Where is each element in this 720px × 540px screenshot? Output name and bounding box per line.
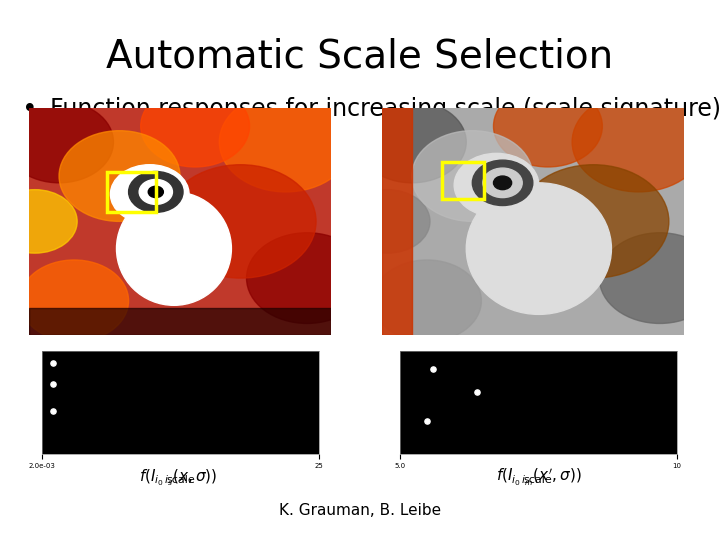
Circle shape bbox=[148, 186, 163, 198]
Bar bbox=[29, 308, 331, 335]
Text: •: • bbox=[22, 97, 37, 123]
Circle shape bbox=[220, 92, 352, 192]
Circle shape bbox=[140, 85, 250, 167]
Point bbox=[472, 388, 483, 396]
FancyArrowPatch shape bbox=[175, 221, 182, 323]
Circle shape bbox=[129, 172, 183, 212]
Circle shape bbox=[346, 190, 430, 253]
Text: $f(I_{i_0\, i_m}(x',\sigma))$: $f(I_{i_0\, i_m}(x',\sigma))$ bbox=[495, 467, 582, 489]
Text: Function responses for increasing scale (scale signature): Function responses for increasing scale … bbox=[50, 97, 720, 121]
Circle shape bbox=[454, 153, 539, 217]
Circle shape bbox=[518, 165, 669, 278]
Circle shape bbox=[4, 101, 114, 183]
Point bbox=[47, 380, 58, 388]
Circle shape bbox=[139, 179, 173, 204]
Circle shape bbox=[472, 160, 533, 206]
Point bbox=[47, 406, 58, 415]
Circle shape bbox=[372, 260, 482, 342]
Circle shape bbox=[110, 165, 189, 224]
Text: Automatic Scale Selection: Automatic Scale Selection bbox=[107, 38, 613, 76]
Circle shape bbox=[246, 233, 367, 323]
Circle shape bbox=[483, 168, 522, 198]
X-axis label: scale: scale bbox=[524, 475, 552, 485]
Circle shape bbox=[357, 101, 467, 183]
Circle shape bbox=[493, 176, 512, 190]
Circle shape bbox=[0, 190, 77, 253]
Circle shape bbox=[572, 92, 705, 192]
Circle shape bbox=[59, 131, 180, 221]
FancyArrowPatch shape bbox=[463, 221, 470, 323]
Ellipse shape bbox=[467, 183, 611, 314]
Point bbox=[422, 416, 433, 425]
X-axis label: scale: scale bbox=[166, 475, 194, 485]
Point bbox=[427, 365, 438, 374]
Circle shape bbox=[165, 165, 316, 278]
Point bbox=[47, 359, 58, 368]
Text: K. Grauman, B. Leibe: K. Grauman, B. Leibe bbox=[279, 503, 441, 518]
Circle shape bbox=[19, 260, 129, 342]
Circle shape bbox=[599, 233, 720, 323]
Bar bbox=[382, 108, 412, 335]
Circle shape bbox=[493, 85, 603, 167]
Ellipse shape bbox=[117, 192, 231, 305]
Text: $f(I_{i_0\, i_s}(x,\sigma))$: $f(I_{i_0\, i_s}(x,\sigma))$ bbox=[140, 468, 217, 488]
Circle shape bbox=[412, 131, 533, 221]
